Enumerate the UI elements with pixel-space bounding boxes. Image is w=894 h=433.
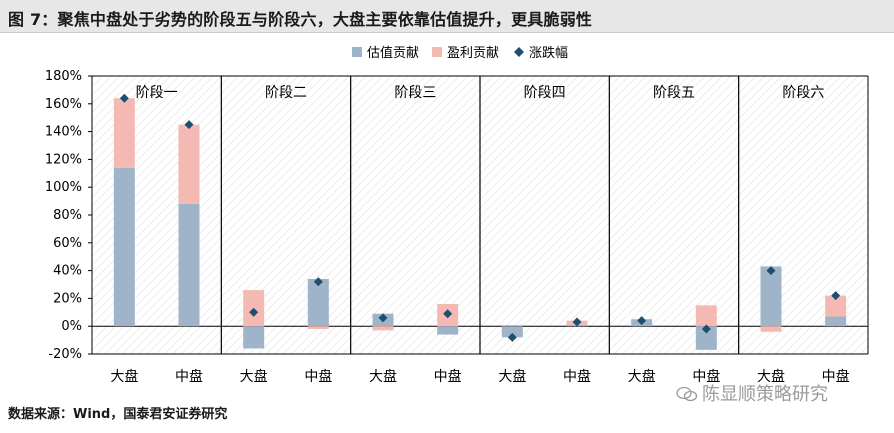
panel-title: 阶段六	[782, 85, 824, 101]
legend-swatch-marker	[514, 47, 524, 57]
marker-change	[766, 266, 776, 276]
y-tick-label: 160%	[45, 97, 82, 112]
y-tick-label: 100%	[45, 180, 82, 195]
panel-title: 阶段五	[653, 85, 695, 101]
figure-title-bar: 图 7：聚焦中盘处于劣势的阶段五与阶段六，大盘主要依靠估值提升，更具脆弱性	[0, 0, 894, 33]
x-category-label: 大盘	[240, 368, 268, 385]
x-category-label: 中盘	[692, 368, 720, 385]
bar-valuation	[760, 266, 782, 327]
legend-label: 盈利贡献	[447, 46, 499, 61]
marker-change	[249, 307, 259, 317]
bar-valuation	[243, 326, 265, 349]
y-tick-label: 140%	[45, 125, 82, 140]
bar-valuation	[825, 316, 847, 327]
x-category-label: 中盘	[434, 368, 462, 385]
legend-swatch	[352, 47, 362, 57]
stacked-bar-chart: 估值贡献 盈利贡献 涨跌幅 -20% 0% 20% 40% 60% 80% 100% 120% 14…	[45, 45, 869, 385]
legend-swatch	[432, 47, 442, 57]
bar-earnings	[695, 305, 717, 327]
bar-valuation	[113, 167, 135, 327]
y-tick-label: 180%	[45, 69, 82, 84]
marker-change	[443, 309, 453, 319]
bar-earnings	[113, 98, 135, 168]
wechat-icon	[676, 386, 698, 402]
x-category-label: 大盘	[628, 368, 656, 385]
marker-change	[701, 324, 711, 334]
watermark: 陈显顺策略研究	[676, 380, 828, 406]
x-category-label: 大盘	[757, 368, 785, 385]
marker-change	[507, 332, 517, 342]
watermark-text: 陈显顺策略研究	[702, 384, 828, 405]
x-category-label: 中盘	[822, 368, 850, 385]
panel-title: 阶段三	[394, 85, 436, 101]
bar-earnings	[372, 326, 394, 331]
x-category-label: 大盘	[369, 368, 397, 385]
figure-title: 图 7：聚焦中盘处于劣势的阶段五与阶段六，大盘主要依靠估值提升，更具脆弱性	[8, 10, 593, 29]
x-category-label: 大盘	[498, 368, 526, 385]
bar-valuation	[437, 326, 459, 335]
marker-change	[378, 313, 388, 323]
marker-change	[313, 277, 323, 287]
x-category-label: 中盘	[304, 368, 332, 385]
x-category-label: 中盘	[175, 368, 203, 385]
bar-valuation	[695, 326, 717, 350]
marker-change	[831, 291, 841, 301]
y-tick-label: 60%	[53, 236, 82, 251]
chart-legend: 估值贡献 盈利贡献 涨跌幅	[352, 45, 568, 61]
y-tick-label: 40%	[53, 264, 82, 279]
bar-valuation	[307, 278, 329, 327]
bar-earnings	[825, 295, 847, 317]
y-tick-label: 80%	[53, 208, 82, 223]
bar-earnings	[760, 326, 782, 332]
x-category-label: 大盘	[110, 368, 138, 385]
y-tick-label: -20%	[48, 347, 82, 362]
panel-title: 阶段一	[136, 85, 178, 101]
bar-earnings	[178, 124, 200, 204]
bar-valuation	[501, 326, 523, 338]
bar-earnings	[307, 326, 329, 329]
y-tick-label: 120%	[45, 152, 82, 167]
bar-valuation	[178, 203, 200, 327]
marker-change	[572, 317, 582, 327]
legend-label: 涨跌幅	[529, 45, 568, 61]
plot-area: -20% 0% 20% 40% 60% 80% 100% 120% 140% 160% 180% 阶段…	[45, 69, 869, 385]
y-tick-label: 0%	[61, 319, 82, 334]
panel-title: 阶段二	[265, 85, 307, 101]
marker-change	[184, 120, 194, 130]
x-category-label: 中盘	[563, 368, 591, 385]
panel-title: 阶段四	[524, 85, 566, 101]
y-tick-label: 20%	[53, 291, 82, 306]
legend-label: 估值贡献	[367, 45, 419, 61]
marker-change	[119, 93, 129, 103]
marker-change	[637, 316, 647, 326]
data-source-note: 数据来源：Wind，国泰君安证券研究	[8, 407, 228, 422]
